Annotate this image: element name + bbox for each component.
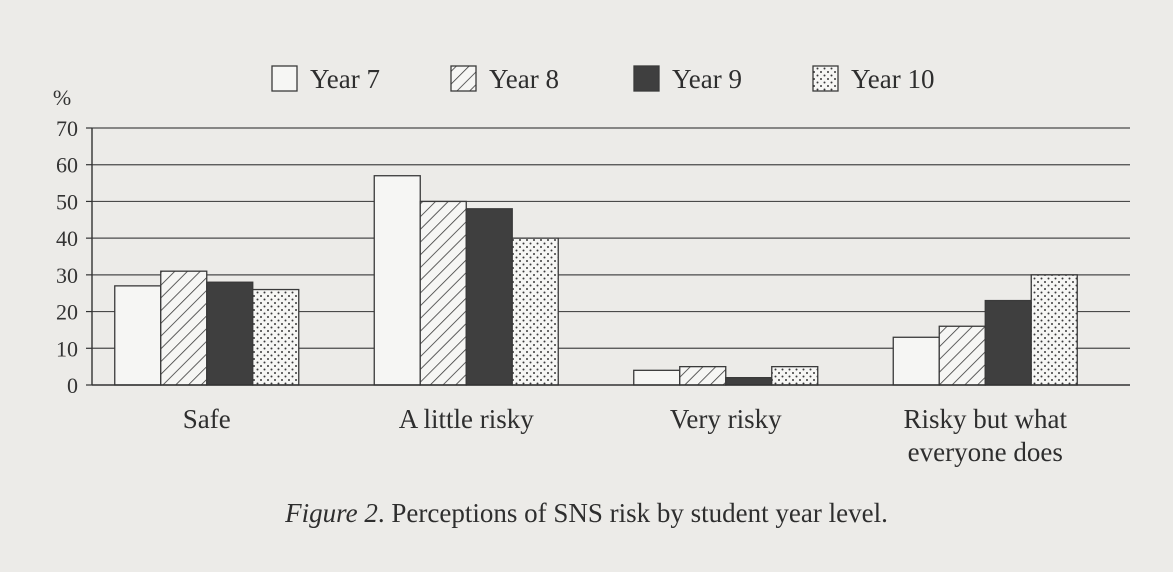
bar-year-8 [938,325,986,386]
y-tick-label: 50 [56,189,78,214]
bar-year-7 [892,336,940,386]
legend-swatch [633,65,660,92]
bar-year-7 [114,285,162,386]
bar-year-8 [160,270,208,386]
bar-year-8 [419,200,467,386]
y-tick-label: 60 [56,153,78,178]
legend-label: Year 9 [672,64,742,94]
bar-chart: Year 7 Year 8 Year 9 Year 10 0 10 20 30 40 50 60 7… [53,64,1130,467]
bar-year-10 [252,288,300,386]
bars [114,175,1078,386]
bar-year-8 [679,365,727,386]
x-category-label: A little risky [399,404,535,434]
legend-label: Year 10 [851,64,935,94]
bar-year-10 [771,365,819,386]
y-tick-label: 30 [56,263,78,288]
bar-year-9 [725,377,773,386]
x-category-label: everyone does [908,437,1063,467]
bar-year-10 [511,237,559,386]
x-category-label: Very risky [670,404,782,434]
figure-caption: Figure 2. Perceptions of SNS risk by stu… [0,498,1173,529]
bar-year-9 [984,299,1032,386]
legend-label: Year 7 [310,64,380,94]
bar-year-10 [1030,274,1078,386]
legend-swatch [812,65,839,92]
legend-swatch [450,65,477,92]
bar-year-7 [373,175,421,386]
axes: 0 10 20 30 40 50 60 70% Safe A little risky Very r… [53,85,1130,467]
caption-figure-label: Figure 2 [285,498,378,528]
y-tick-label: 10 [56,336,78,361]
caption-text: . Perceptions of SNS risk by student yea… [377,498,888,528]
bar-year-9 [206,281,254,386]
x-category-label: Safe [183,404,231,434]
legend-swatch [271,65,298,92]
y-tick-label: 40 [56,226,78,251]
y-axis-label: % [53,85,71,110]
legend-label: Year 8 [489,64,559,94]
y-tick-label: 0 [67,373,78,398]
legend: Year 7 Year 8 Year 9 Year 10 [271,64,935,94]
y-tick-label: 70 [56,116,78,141]
bar-year-7 [633,369,681,386]
bar-year-9 [465,208,513,386]
y-tick-label: 20 [56,300,78,325]
x-category-label: Risky but what [903,404,1067,434]
